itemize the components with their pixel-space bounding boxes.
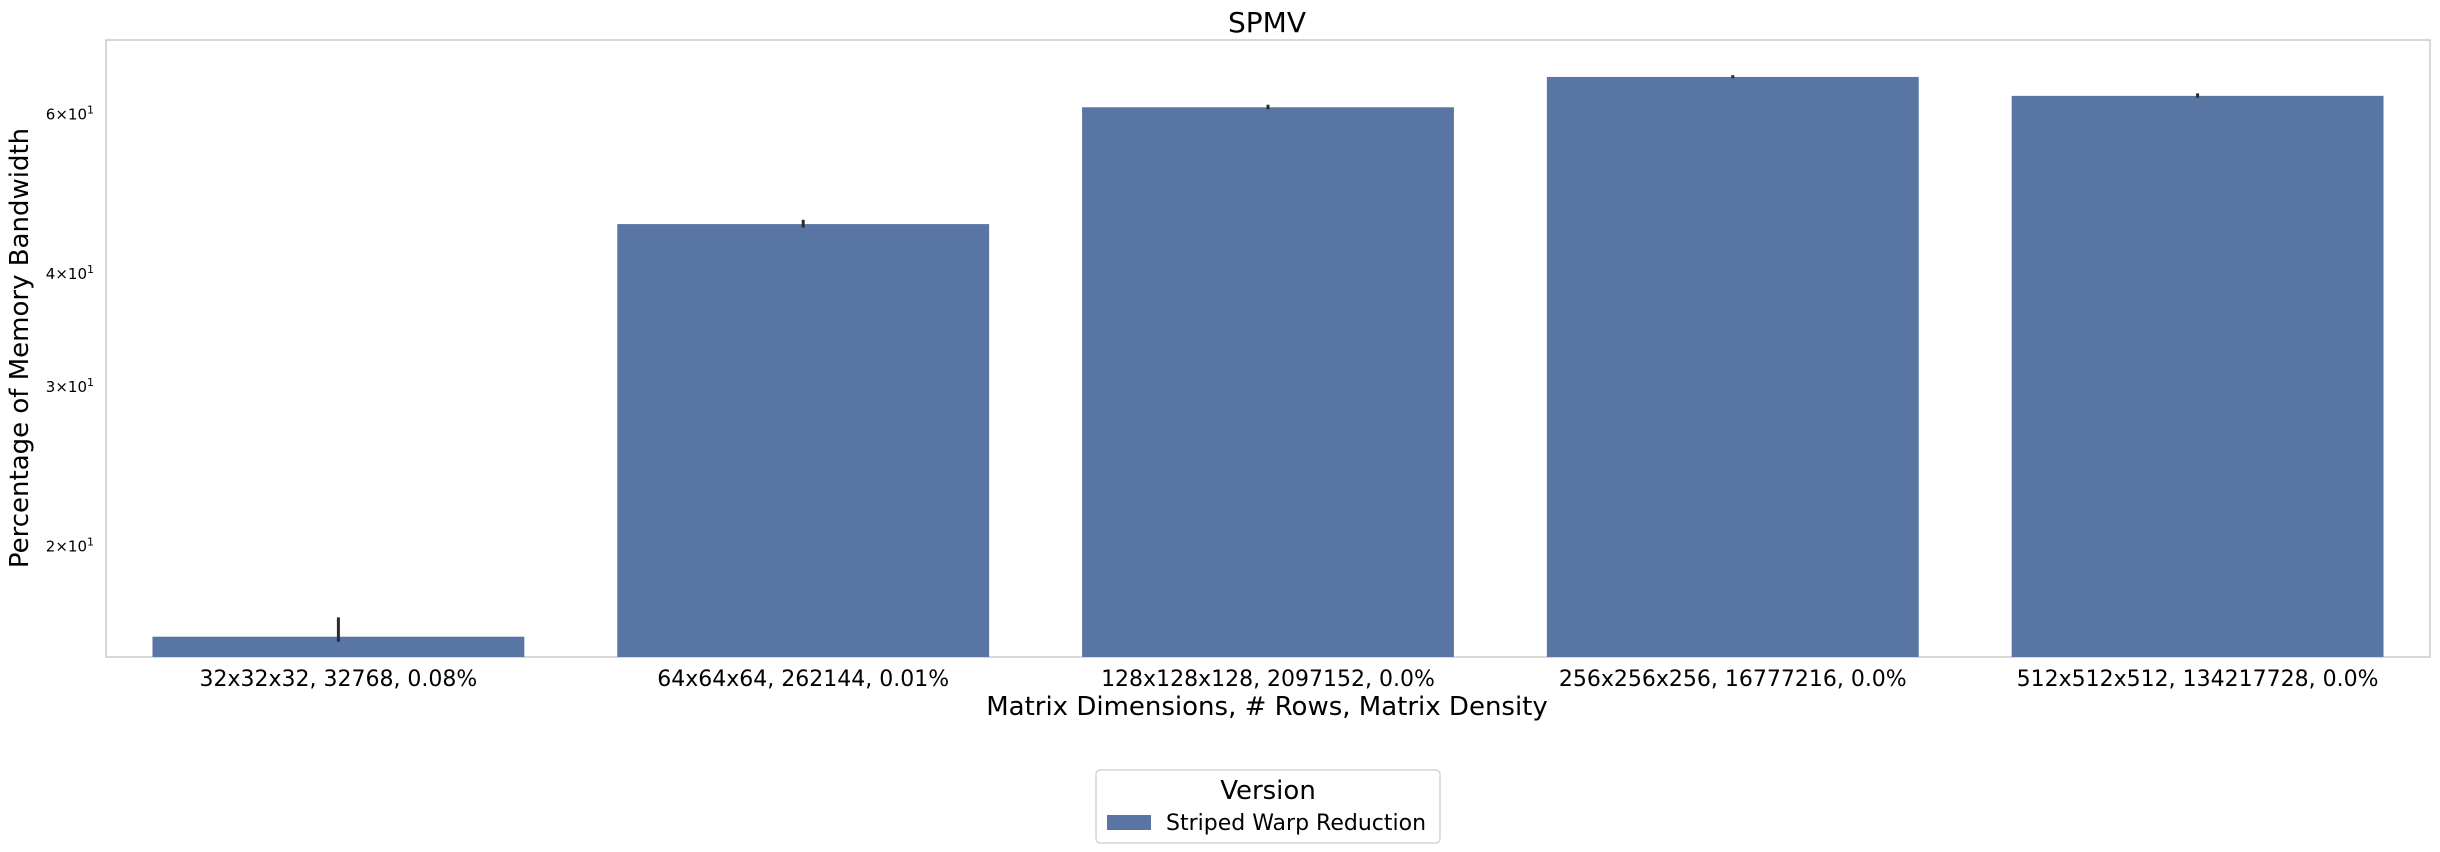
plot-area [105,39,2431,658]
x-tick-label: 128x128x128, 2097152, 0.0% [1101,667,1435,692]
x-tick-label: 64x64x64, 262144, 0.01% [657,667,949,692]
x-axis-label: Matrix Dimensions, # Rows, Matrix Densit… [986,692,1548,722]
y-tick-label: 4×101 [46,262,94,283]
bar [617,224,990,658]
legend-title: Version [1220,776,1316,806]
y-tick-label: 3×101 [46,376,94,397]
bar [1082,107,1454,658]
legend: Version Striped Warp Reduction [1095,769,1441,844]
legend-box [1095,769,1441,844]
chart-title: SPMV [1228,6,1306,39]
y-tick-label: 2×101 [46,535,94,556]
y-axis-ticks: 2×101 3×101 4×101 6×101 [46,103,94,556]
legend-swatch [1107,815,1151,830]
y-tick-label: 6×101 [46,103,94,124]
error-bars-group [336,75,2200,642]
bar [152,636,525,657]
bars-group [152,76,2384,658]
x-axis-ticks: 32x32x32, 32768, 0.08% 64x64x64, 262144, … [199,667,2378,692]
x-tick-label: 256x256x256, 16777216, 0.0% [1559,667,1907,692]
y-axis-label: Percentage of Memory Bandwidth [5,128,35,568]
bar [1546,76,1919,658]
x-tick-label: 512x512x512, 134217728, 0.0% [2017,667,2379,692]
x-tick-label: 32x32x32, 32768, 0.08% [199,667,477,692]
legend-entry-label: Striped Warp Reduction [1166,811,1426,836]
bar [2011,95,2384,657]
